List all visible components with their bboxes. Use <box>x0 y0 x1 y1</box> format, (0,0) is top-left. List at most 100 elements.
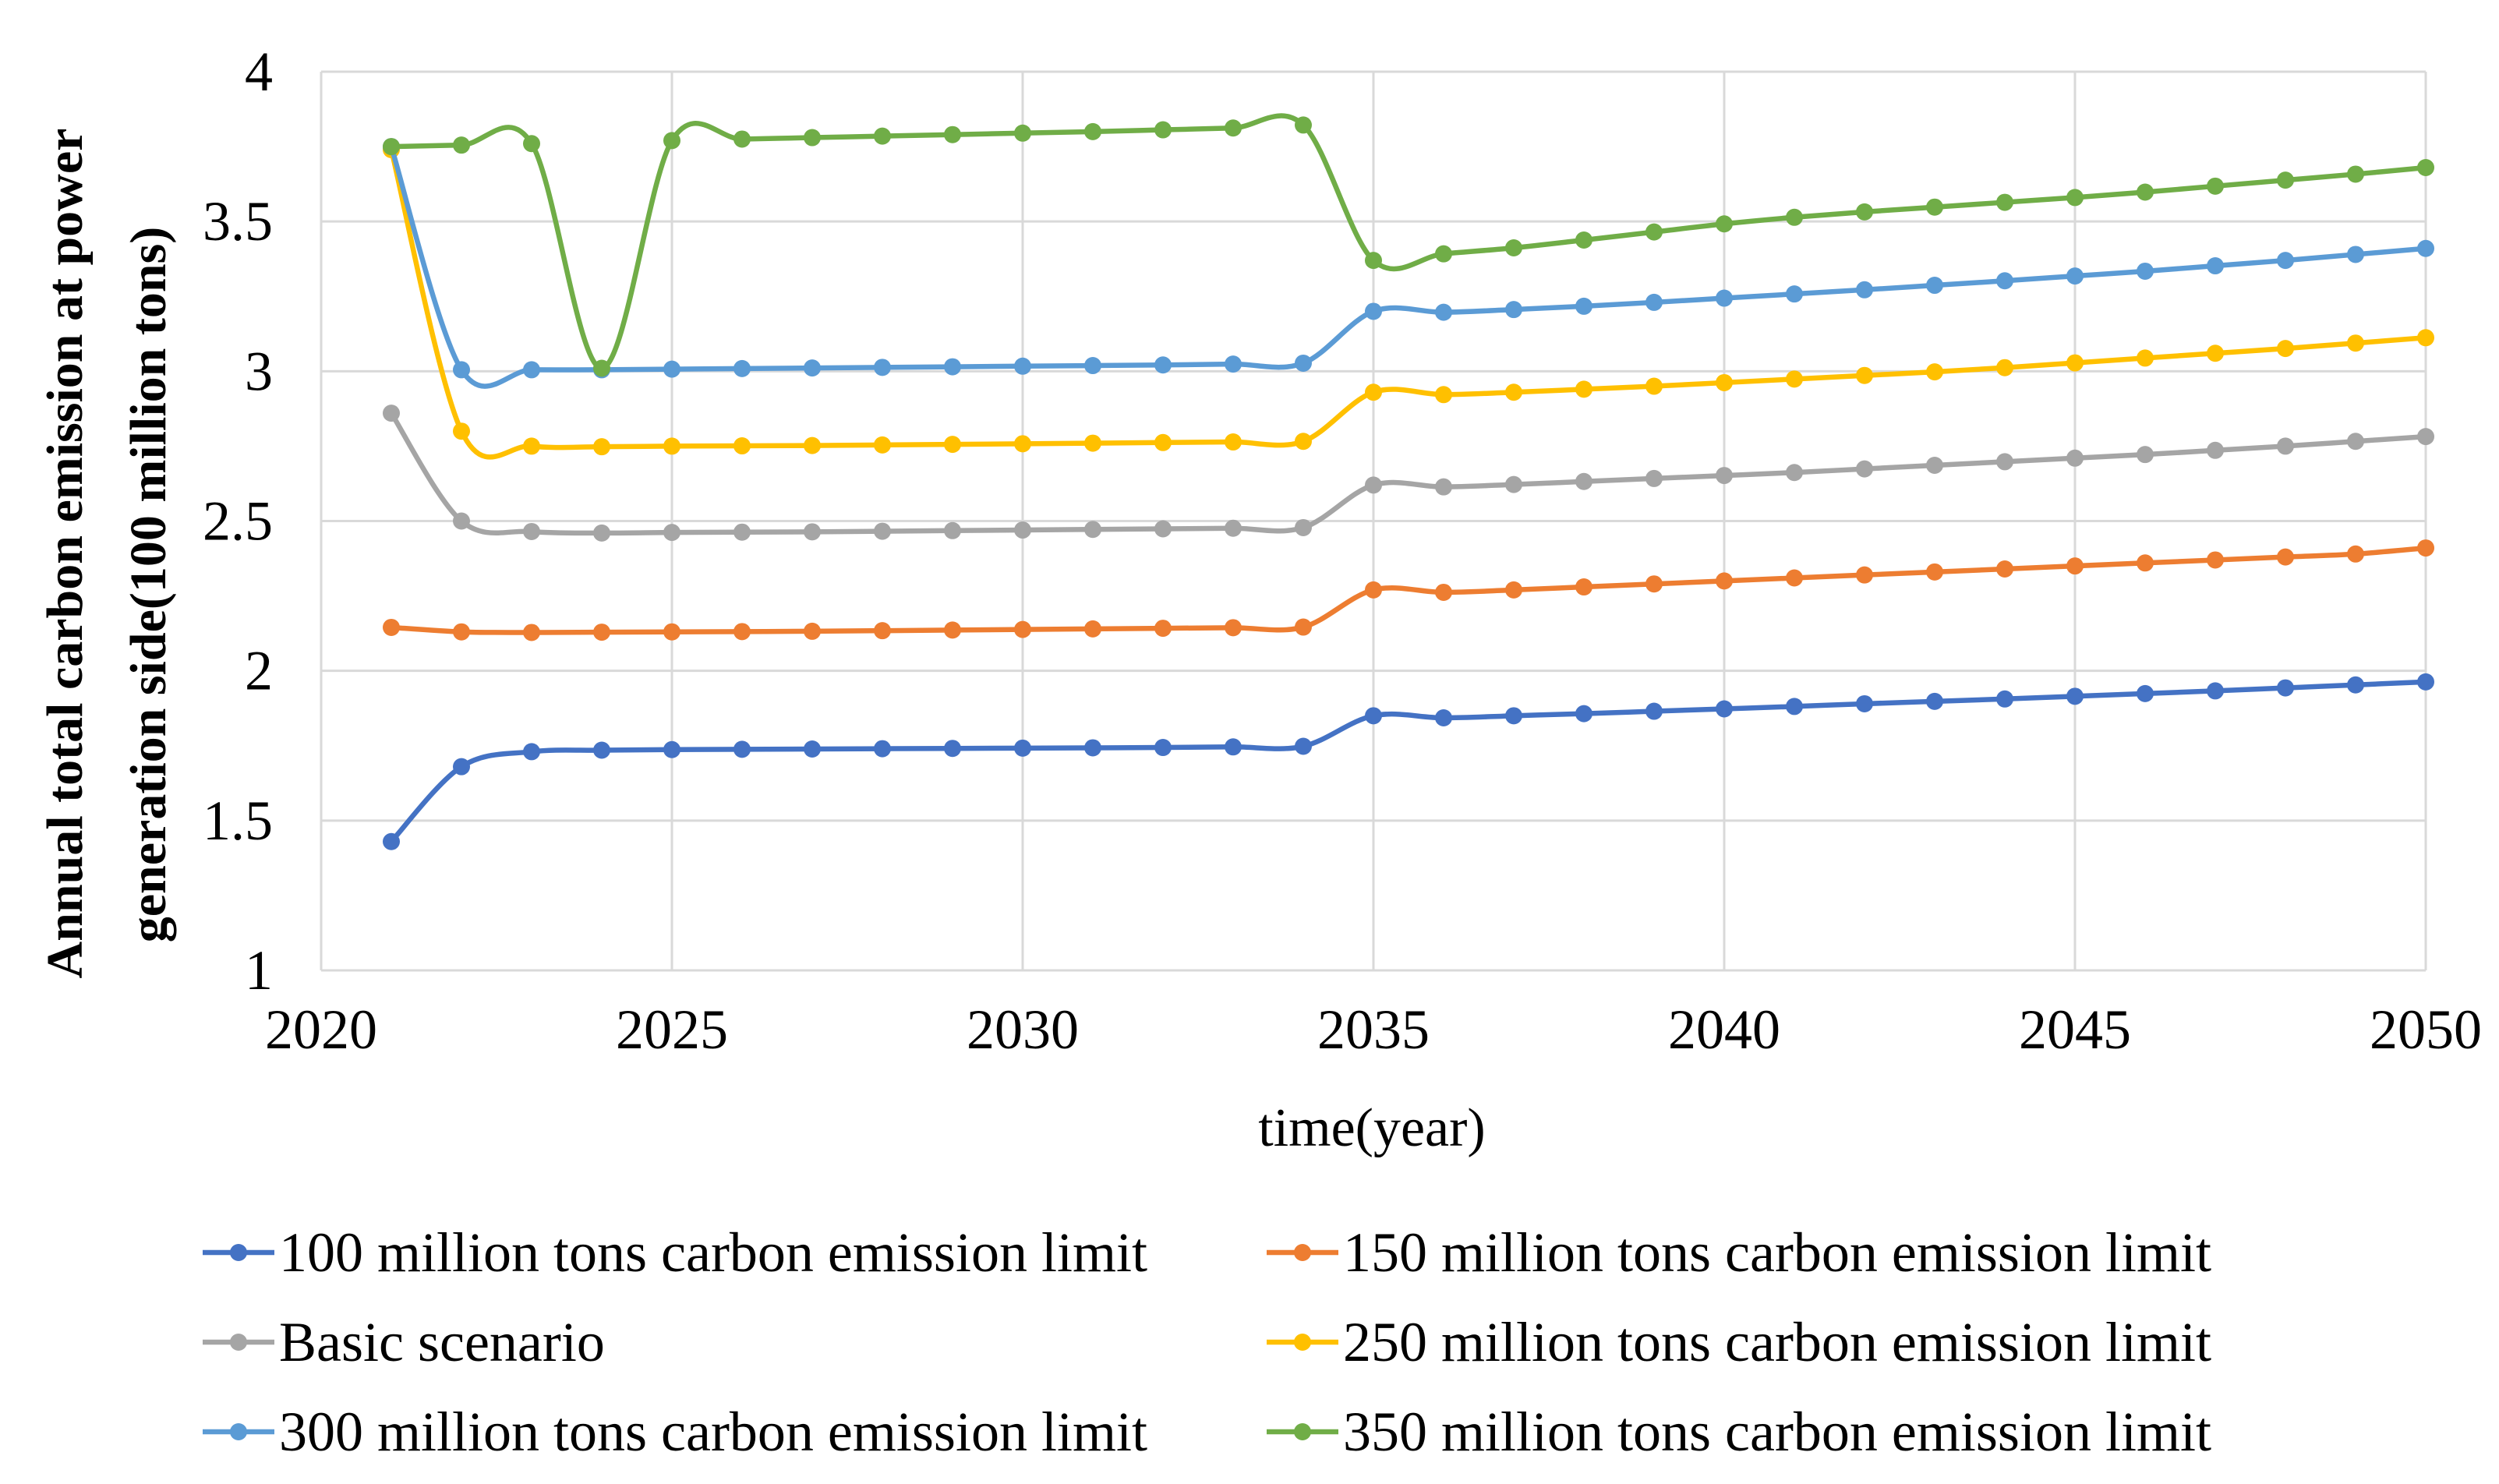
data-point <box>1856 366 1873 384</box>
series-lines <box>383 113 2434 850</box>
y-tick-label: 2 <box>245 640 273 702</box>
data-point <box>1575 380 1592 398</box>
data-point <box>1575 705 1592 723</box>
data-point <box>663 623 680 641</box>
data-point <box>1014 620 1031 638</box>
data-point <box>2277 437 2294 455</box>
data-point <box>874 127 891 145</box>
data-point <box>1295 737 1312 755</box>
data-point <box>1014 739 1031 757</box>
data-point <box>2207 344 2224 362</box>
data-point <box>2207 257 2224 275</box>
data-point <box>1295 433 1312 450</box>
data-point <box>1014 435 1031 453</box>
data-point <box>1225 433 1242 451</box>
data-point <box>1716 467 1733 485</box>
data-point <box>2066 449 2084 467</box>
data-point <box>1786 370 1803 388</box>
data-point <box>1645 702 1663 720</box>
data-point <box>1926 692 1943 710</box>
data-point <box>1926 198 1943 216</box>
data-point <box>2417 428 2434 446</box>
gridlines <box>320 70 2427 972</box>
data-point <box>2207 682 2224 700</box>
data-point <box>2277 679 2294 697</box>
data-point <box>2137 446 2154 464</box>
data-point <box>2137 262 2154 280</box>
y-tick-label: 2.5 <box>203 490 273 553</box>
data-point <box>383 832 400 850</box>
data-point <box>733 623 751 641</box>
data-point <box>874 436 891 454</box>
x-tick-label: 2035 <box>1317 998 1430 1061</box>
legend-marker <box>230 1244 247 1261</box>
data-point <box>1084 434 1101 452</box>
data-point <box>2277 252 2294 270</box>
data-point <box>2066 189 2084 207</box>
data-point <box>2347 676 2364 694</box>
data-point <box>2417 329 2434 347</box>
data-point <box>1856 566 1873 584</box>
data-point <box>2207 441 2224 459</box>
data-point <box>383 618 400 636</box>
data-point <box>1435 386 1452 404</box>
data-point <box>1856 460 1873 478</box>
data-point <box>663 740 680 758</box>
data-point <box>593 359 610 377</box>
data-point <box>1154 620 1172 638</box>
data-point <box>1365 383 1382 401</box>
data-point <box>1856 694 1873 712</box>
legend-label: 350 million tons carbon emission limit <box>1343 1401 2211 1463</box>
data-point <box>1154 739 1172 757</box>
y-axis-title-line2: generation side(100 million tons) <box>120 227 177 943</box>
data-point <box>1084 620 1101 638</box>
data-point <box>1716 572 1733 590</box>
data-point <box>523 135 540 153</box>
data-point <box>663 524 680 542</box>
data-point <box>2207 551 2224 569</box>
data-point <box>804 740 821 758</box>
data-point <box>523 522 540 540</box>
data-point <box>1645 575 1663 593</box>
data-point <box>1365 252 1382 270</box>
data-point <box>804 622 821 640</box>
data-point <box>383 138 400 156</box>
data-point <box>2417 239 2434 257</box>
data-point <box>804 436 821 454</box>
data-point <box>1856 203 1873 221</box>
data-point <box>1505 707 1522 725</box>
data-point <box>1856 281 1873 299</box>
data-point <box>1154 520 1172 538</box>
data-point <box>2277 171 2294 189</box>
data-point <box>944 740 961 758</box>
series-line-1 <box>389 679 2427 843</box>
data-point <box>1365 581 1382 599</box>
data-point <box>1225 619 1242 637</box>
data-point <box>1225 738 1242 756</box>
data-point <box>1505 475 1522 493</box>
data-point <box>453 758 470 776</box>
data-point <box>1295 618 1312 636</box>
data-point <box>1645 469 1663 487</box>
y-axis-title: Annual total carbon emission at power <box>37 129 94 979</box>
data-point <box>593 741 610 759</box>
legend-marker <box>230 1423 247 1440</box>
series-line-3 <box>389 412 2427 536</box>
data-point <box>2207 177 2224 195</box>
data-point <box>804 129 821 147</box>
data-point <box>1786 698 1803 716</box>
data-point <box>1996 690 2013 708</box>
data-point <box>1716 215 1733 233</box>
data-point <box>663 437 680 455</box>
data-point <box>1365 476 1382 494</box>
data-point <box>1365 707 1382 725</box>
data-point <box>2066 354 2084 372</box>
data-point <box>944 436 961 454</box>
series-line-6 <box>391 113 2427 371</box>
y-tick-label: 3 <box>245 340 273 402</box>
data-point <box>1575 472 1592 490</box>
data-point <box>593 624 610 641</box>
data-point <box>1575 578 1592 596</box>
data-point <box>1716 373 1733 391</box>
data-point <box>1225 119 1242 137</box>
